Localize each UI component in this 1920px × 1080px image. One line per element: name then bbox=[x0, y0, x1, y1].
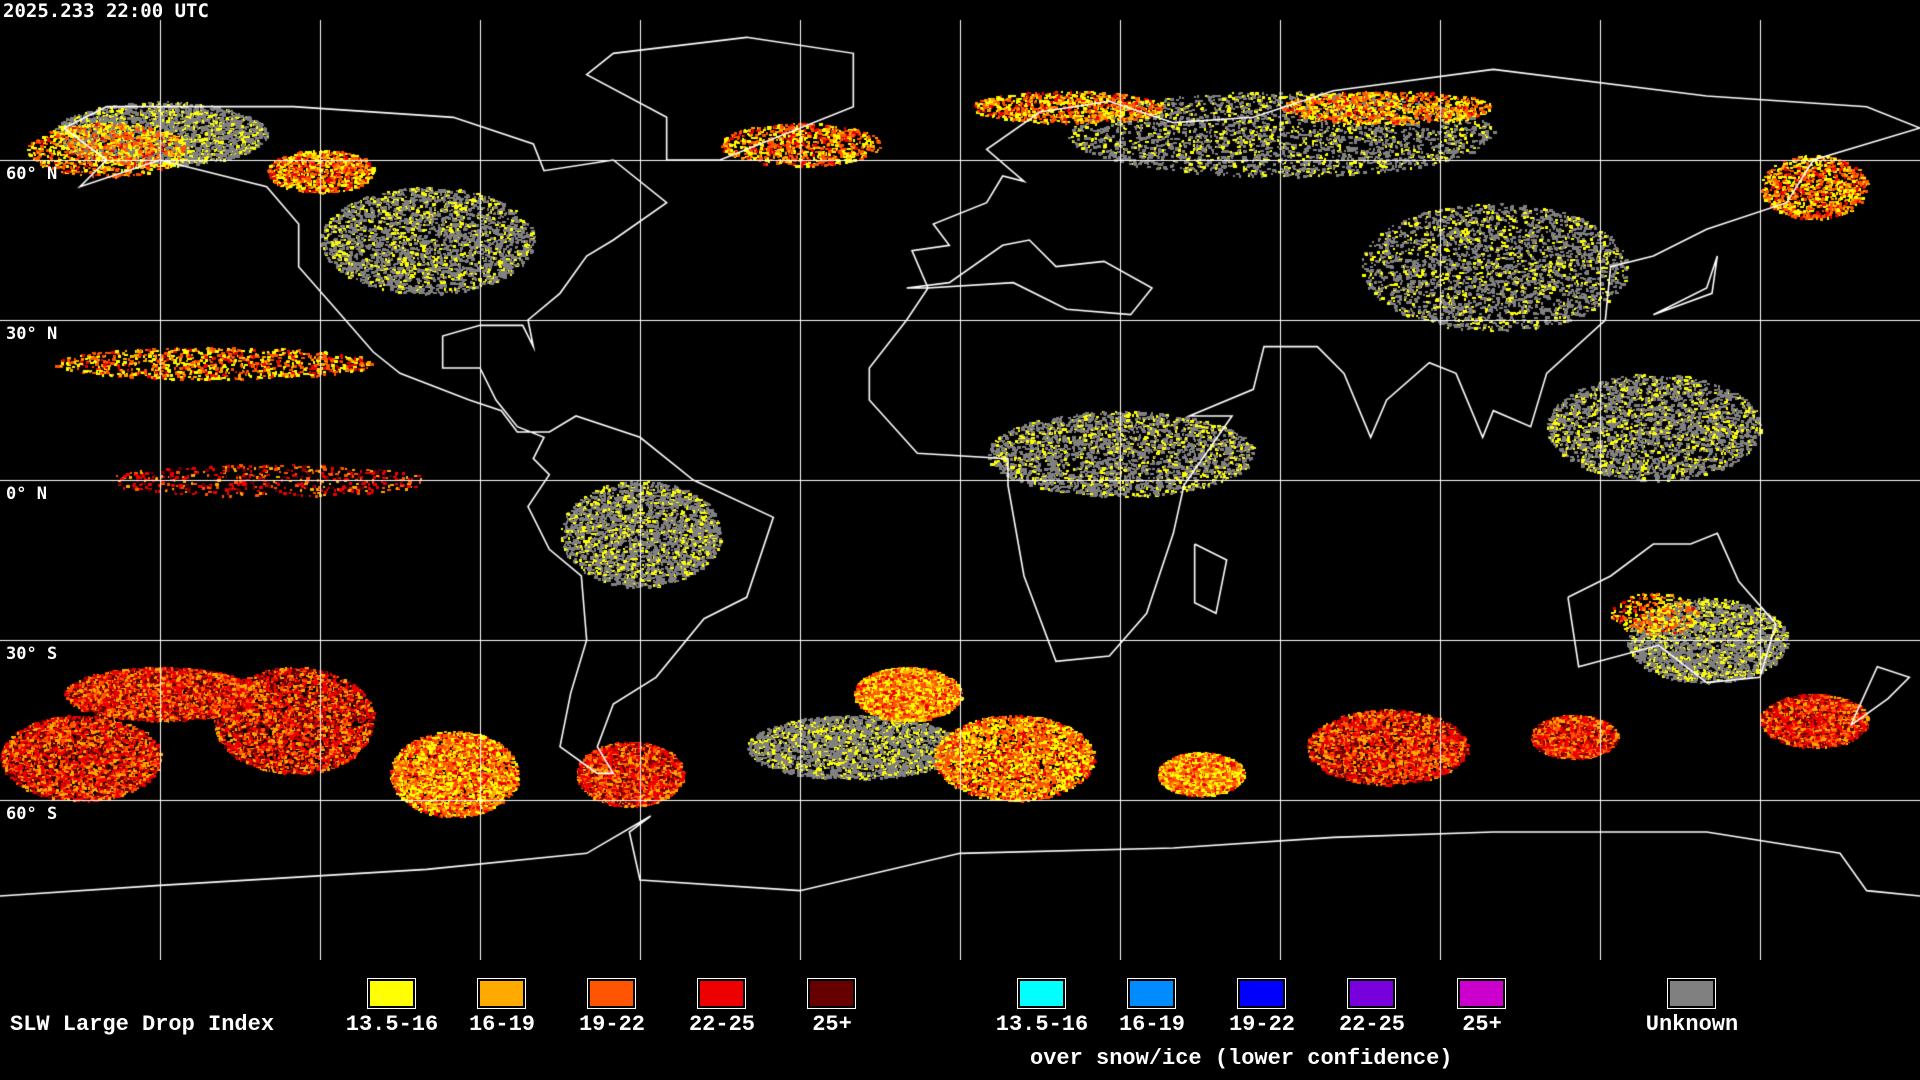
legend-swatch-primary-3 bbox=[697, 978, 746, 1009]
legend-label-primary-3: 22-25 bbox=[688, 1012, 755, 1037]
slw-map bbox=[0, 0, 1920, 960]
legend-swatch-snow_ice-0 bbox=[1017, 978, 1066, 1009]
lat-label-0n: 0° N bbox=[6, 484, 47, 504]
legend-swatch-snow_ice-3 bbox=[1347, 978, 1396, 1009]
legend-swatch-primary-2 bbox=[587, 978, 636, 1009]
legend-label-snow_ice-2: 19-22 bbox=[1228, 1012, 1295, 1037]
legend-snow-ice-caption: over snow/ice (lower confidence) bbox=[1030, 1046, 1453, 1071]
legend-label-snow_ice-3: 22-25 bbox=[1338, 1012, 1405, 1037]
legend-label-snow_ice-1: 16-19 bbox=[1118, 1012, 1185, 1037]
lat-label-30s: 30° S bbox=[6, 644, 58, 664]
timestamp: 2025.233 22:00 UTC bbox=[3, 0, 209, 22]
legend-swatch-primary-1 bbox=[477, 978, 526, 1009]
legend-label-primary-4: 25+ bbox=[812, 1012, 852, 1037]
legend: SLW Large Drop Index 13.5-16 16-19 19-22 22… bbox=[0, 960, 1920, 1080]
legend-swatch-snow_ice-4 bbox=[1457, 978, 1506, 1009]
legend-title: SLW Large Drop Index bbox=[10, 1012, 275, 1037]
lat-label-60s: 60° S bbox=[6, 804, 58, 824]
legend-swatch-snow_ice-1 bbox=[1127, 978, 1176, 1009]
legend-label-primary-1: 16-19 bbox=[468, 1012, 535, 1037]
legend-label-unknown: Unknown bbox=[1645, 1012, 1739, 1037]
legend-label-primary-2: 19-22 bbox=[578, 1012, 645, 1037]
lat-label-60n: 60° N bbox=[6, 164, 58, 184]
lat-label-30n: 30° N bbox=[6, 324, 58, 344]
legend-swatch-snow_ice-2 bbox=[1237, 978, 1286, 1009]
legend-swatch-primary-4 bbox=[807, 978, 856, 1009]
legend-label-primary-0: 13.5-16 bbox=[345, 1012, 439, 1037]
legend-swatch-unknown bbox=[1667, 978, 1716, 1009]
legend-swatch-primary-0 bbox=[367, 978, 416, 1009]
legend-label-snow_ice-4: 25+ bbox=[1462, 1012, 1502, 1037]
legend-label-snow_ice-0: 13.5-16 bbox=[995, 1012, 1089, 1037]
